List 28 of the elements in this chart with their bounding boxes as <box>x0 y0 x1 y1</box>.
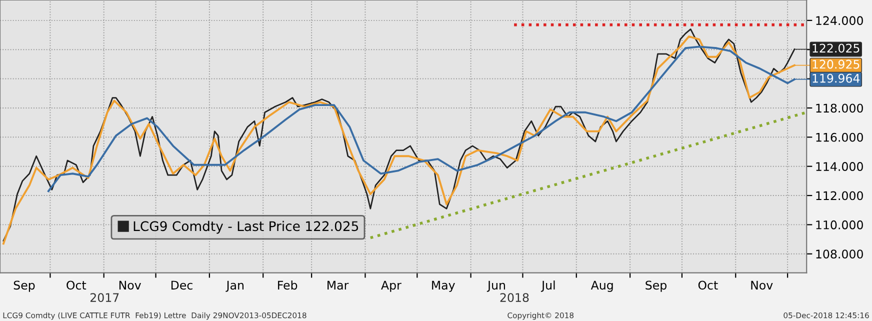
x-tick-label: Feb <box>278 280 298 290</box>
x-tick-label: Sep <box>14 280 35 292</box>
x-tick-label: Aug <box>590 280 613 292</box>
x-tick-label: Jul <box>540 280 555 292</box>
x-tick-label: Mar <box>328 280 349 290</box>
annotation: 122.025 <box>812 44 860 53</box>
text: 2017 <box>90 293 119 302</box>
x-tick-label: Dec <box>171 280 192 290</box>
x-tick-label: Nov <box>751 280 773 290</box>
x-tick-label: Nov <box>119 280 141 290</box>
text: 2018 <box>500 293 529 302</box>
y-tick-label: 108.000 <box>816 250 863 259</box>
y-tick-label: 124.000 <box>816 16 863 26</box>
legend-label: LCG9 Comdty - Last Price 122.025 <box>134 220 358 234</box>
annotation: 119.964 <box>812 74 860 83</box>
y-tick-label: 112.000 <box>816 191 863 200</box>
x-tick-label: Apr <box>381 280 402 292</box>
x-tick-label: Oct <box>698 280 718 290</box>
y-tick-label: 114.000 <box>816 162 863 171</box>
y-tick-label: 116.000 <box>816 132 863 142</box>
y-tick-label: 110.000 <box>816 220 863 230</box>
x-tick-label: May <box>432 280 455 292</box>
x-tick-label: Sep <box>646 280 666 292</box>
annotation: 120.925 <box>812 60 860 69</box>
y-tick-label: 118.000 <box>816 104 863 113</box>
x-tick-label: Jun <box>486 280 505 292</box>
x-tick-label: Oct <box>66 280 86 290</box>
x-tick-label: Jan <box>226 280 244 292</box>
